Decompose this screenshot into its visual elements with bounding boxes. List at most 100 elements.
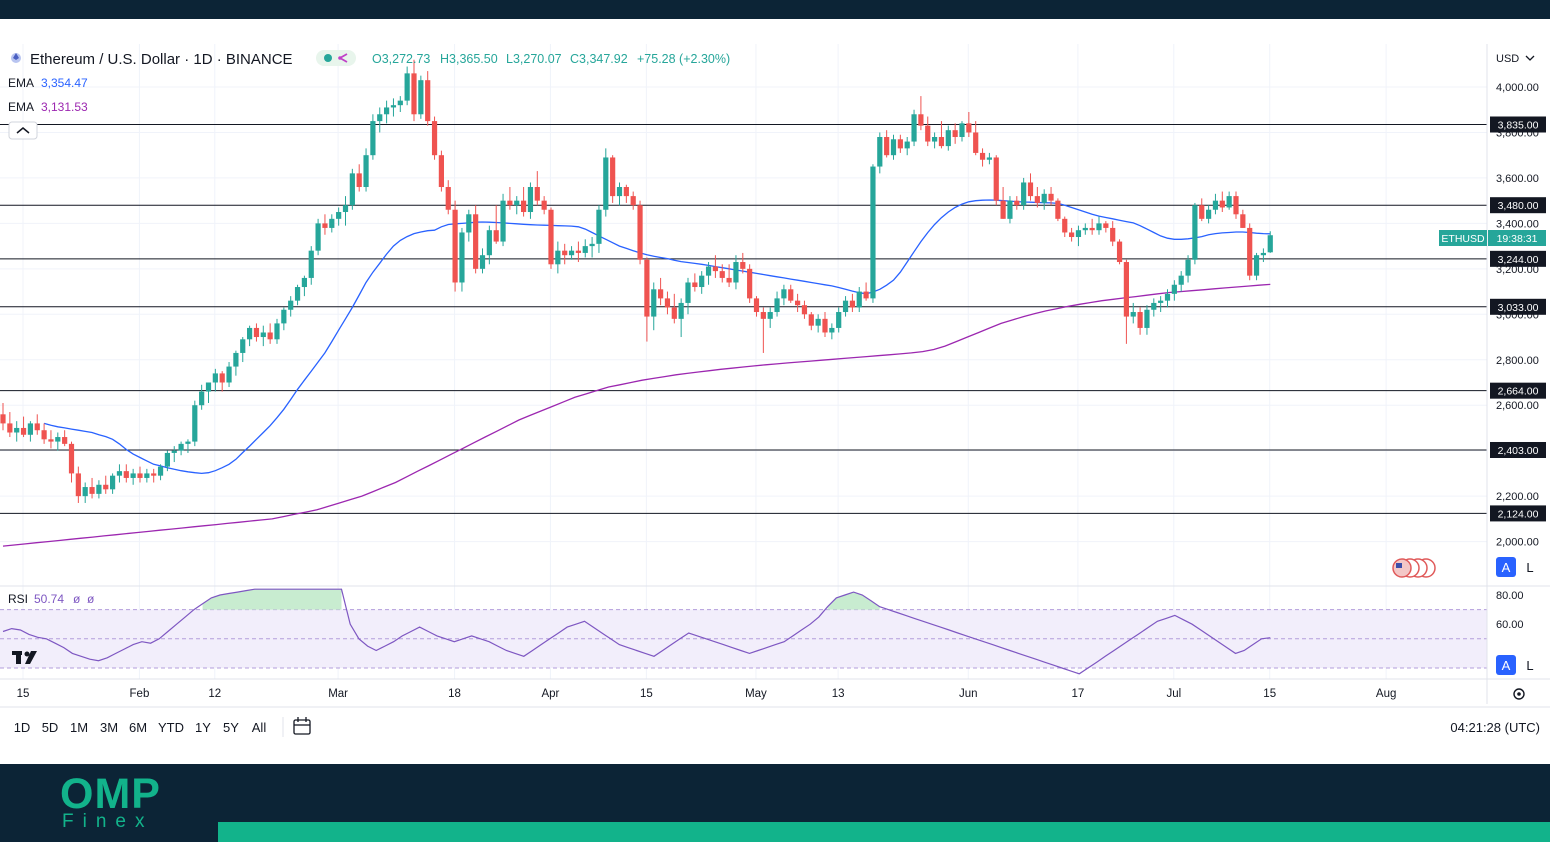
candle-body[interactable]: [1041, 193, 1047, 203]
candle-body[interactable]: [1027, 182, 1034, 197]
candle-body[interactable]: [226, 366, 232, 383]
candle-body[interactable]: [753, 298, 760, 313]
candle-body[interactable]: [1110, 227, 1116, 242]
candle-body[interactable]: [1123, 262, 1129, 317]
candle-body[interactable]: [27, 423, 33, 435]
candle-body[interactable]: [870, 166, 876, 299]
candle-body[interactable]: [658, 289, 664, 299]
candle-body[interactable]: [164, 452, 170, 467]
candle-body[interactable]: [185, 441, 191, 444]
candle-body[interactable]: [938, 137, 945, 147]
candle-body[interactable]: [288, 300, 294, 310]
candle-body[interactable]: [370, 121, 376, 156]
symbol-title[interactable]: Ethereum / U.S. Dollar · 1D · BINANCE: [30, 51, 293, 68]
candle-body[interactable]: [856, 291, 862, 308]
candle-body[interactable]: [1096, 223, 1102, 231]
candle-body[interactable]: [808, 314, 814, 326]
candle-body[interactable]: [500, 200, 506, 242]
candle-body[interactable]: [459, 232, 465, 283]
candle-body[interactable]: [301, 277, 307, 288]
candle-body[interactable]: [452, 209, 458, 283]
candle-body[interactable]: [911, 114, 917, 142]
candle-body[interactable]: [719, 271, 725, 278]
candle-body[interactable]: [1034, 196, 1040, 203]
market-status-pill[interactable]: [316, 50, 356, 66]
candle-body[interactable]: [1199, 205, 1205, 219]
candle-body[interactable]: [562, 250, 568, 256]
candle-body[interactable]: [623, 187, 629, 197]
candle-body[interactable]: [233, 352, 239, 367]
range-button-ytd[interactable]: YTD: [158, 720, 184, 735]
candle-body[interactable]: [1048, 193, 1054, 201]
rsi-label[interactable]: RSI: [8, 592, 28, 606]
candle-body[interactable]: [123, 471, 129, 478]
candle-body[interactable]: [1192, 205, 1198, 260]
candle-body[interactable]: [486, 230, 492, 256]
candle-body[interactable]: [157, 466, 164, 476]
auto-scale-button[interactable]: [1496, 557, 1516, 577]
candle-body[interactable]: [151, 473, 157, 476]
candle-body[interactable]: [1247, 227, 1253, 276]
candle-body[interactable]: [747, 268, 753, 299]
candle-body[interactable]: [96, 484, 102, 494]
range-button-5d[interactable]: 5D: [42, 720, 59, 735]
candle-body[interactable]: [767, 312, 773, 319]
candle-body[interactable]: [75, 473, 81, 497]
candle-body[interactable]: [678, 302, 684, 319]
candle-body[interactable]: [788, 289, 794, 301]
candle-body[interactable]: [192, 405, 198, 442]
candle-body[interactable]: [349, 173, 355, 206]
candle-body[interactable]: [603, 157, 609, 210]
candle-body[interactable]: [445, 187, 451, 210]
candle-body[interactable]: [308, 250, 314, 278]
candle-body[interactable]: [267, 332, 273, 340]
candle-body[interactable]: [726, 277, 732, 283]
candle-body[interactable]: [884, 137, 890, 156]
candle-body[interactable]: [240, 339, 246, 353]
candle-body[interactable]: [1185, 259, 1191, 276]
candle-body[interactable]: [1103, 223, 1109, 228]
range-toolbar[interactable]: 1D 5D 1M 3M 6M YTD 1Y 5Y All: [14, 720, 267, 735]
candle-body[interactable]: [34, 423, 40, 431]
candle-body[interactable]: [41, 430, 47, 440]
candle-body[interactable]: [212, 373, 218, 383]
candle-body[interactable]: [555, 250, 561, 265]
candle-body[interactable]: [630, 196, 636, 206]
price-axis[interactable]: 4,000.00 3,800.00 3,600.00 3,400.00 3,200.00…: [1496, 82, 1539, 549]
economic-events-flags-icon[interactable]: [1392, 558, 1436, 578]
candle-body[interactable]: [1164, 293, 1171, 301]
candle-body[interactable]: [514, 200, 520, 206]
candle-body[interactable]: [822, 318, 828, 333]
candle-body[interactable]: [692, 282, 698, 288]
date-range-calendar-icon[interactable]: [293, 717, 311, 735]
candle-body[interactable]: [993, 157, 999, 201]
candle-body[interactable]: [836, 312, 842, 328]
candle-body[interactable]: [541, 200, 547, 210]
candle-body[interactable]: [712, 266, 718, 272]
candle-body[interactable]: [1206, 209, 1212, 219]
candle-body[interactable]: [521, 200, 527, 213]
ema-slow-label[interactable]: EMA: [8, 100, 34, 114]
candle-body[interactable]: [20, 427, 27, 435]
range-button-1d[interactable]: 1D: [14, 720, 31, 735]
candle-body[interactable]: [959, 123, 965, 138]
candle-body[interactable]: [1267, 235, 1273, 253]
candle-body[interactable]: [596, 209, 602, 244]
candle-body[interactable]: [336, 212, 342, 219]
candle-body[interactable]: [918, 114, 924, 126]
candle-body[interactable]: [699, 275, 705, 288]
candle-body[interactable]: [281, 309, 287, 324]
candle-body[interactable]: [404, 73, 410, 101]
candle-body[interactable]: [671, 307, 677, 319]
candle-body[interactable]: [418, 80, 424, 115]
candle-body[interactable]: [890, 139, 897, 156]
candle-body[interactable]: [582, 246, 588, 253]
candle-body[interactable]: [425, 80, 431, 122]
candle-body[interactable]: [589, 243, 595, 247]
candle-body[interactable]: [610, 157, 616, 197]
candle-body[interactable]: [795, 300, 801, 306]
candle-body[interactable]: [384, 107, 390, 115]
candle-body[interactable]: [966, 123, 972, 133]
candle-body[interactable]: [377, 114, 383, 122]
candle-body[interactable]: [664, 298, 671, 308]
